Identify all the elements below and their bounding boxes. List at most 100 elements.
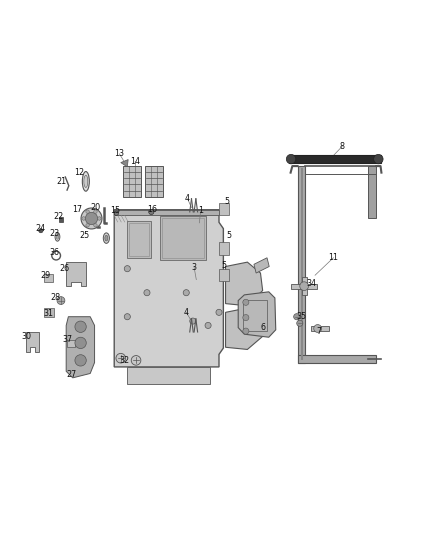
Circle shape bbox=[98, 217, 101, 220]
Text: 11: 11 bbox=[328, 253, 339, 262]
Bar bbox=[219, 203, 229, 215]
Bar bbox=[219, 269, 229, 281]
Text: 21: 21 bbox=[56, 177, 66, 186]
Circle shape bbox=[39, 229, 43, 233]
Bar bbox=[291, 284, 317, 289]
Text: 1: 1 bbox=[198, 206, 203, 215]
Circle shape bbox=[190, 318, 196, 324]
Ellipse shape bbox=[56, 235, 59, 239]
Text: 23: 23 bbox=[49, 229, 59, 238]
Bar bbox=[368, 166, 376, 219]
Text: 31: 31 bbox=[44, 309, 54, 318]
Bar bbox=[162, 219, 204, 258]
Bar bbox=[67, 340, 75, 348]
Text: 7: 7 bbox=[316, 327, 321, 336]
Text: 3: 3 bbox=[191, 263, 197, 272]
Polygon shape bbox=[254, 258, 269, 273]
Text: 27: 27 bbox=[66, 370, 77, 379]
Circle shape bbox=[81, 208, 102, 229]
Circle shape bbox=[94, 210, 97, 213]
Text: 25: 25 bbox=[80, 231, 90, 240]
Bar bbox=[219, 243, 229, 255]
Circle shape bbox=[131, 356, 141, 365]
Circle shape bbox=[75, 321, 86, 333]
Bar bbox=[127, 221, 151, 258]
Circle shape bbox=[82, 217, 85, 220]
Text: 17: 17 bbox=[72, 205, 82, 214]
Circle shape bbox=[124, 265, 131, 272]
Circle shape bbox=[183, 289, 189, 296]
Bar bbox=[301, 277, 307, 295]
Polygon shape bbox=[66, 262, 86, 286]
Text: 5: 5 bbox=[226, 231, 231, 240]
Text: 35: 35 bbox=[296, 312, 306, 321]
Polygon shape bbox=[238, 292, 276, 337]
Text: 29: 29 bbox=[40, 271, 50, 280]
Circle shape bbox=[286, 155, 296, 164]
Circle shape bbox=[243, 314, 249, 321]
Polygon shape bbox=[121, 159, 128, 167]
Ellipse shape bbox=[55, 232, 60, 241]
Circle shape bbox=[297, 320, 303, 326]
Text: 4: 4 bbox=[184, 308, 189, 317]
Circle shape bbox=[205, 322, 211, 328]
Circle shape bbox=[86, 223, 89, 227]
Polygon shape bbox=[66, 317, 95, 378]
Circle shape bbox=[144, 289, 150, 296]
Bar bbox=[289, 155, 381, 163]
Circle shape bbox=[149, 209, 154, 215]
Polygon shape bbox=[114, 210, 223, 367]
Text: 22: 22 bbox=[53, 212, 64, 221]
Circle shape bbox=[243, 328, 249, 334]
Bar bbox=[44, 308, 54, 317]
Bar bbox=[301, 168, 303, 360]
Circle shape bbox=[293, 313, 300, 320]
Bar bbox=[145, 166, 163, 197]
Circle shape bbox=[300, 282, 308, 290]
Bar bbox=[311, 326, 329, 331]
Circle shape bbox=[94, 223, 97, 227]
Circle shape bbox=[374, 155, 383, 164]
Text: 13: 13 bbox=[114, 149, 124, 158]
Polygon shape bbox=[26, 332, 39, 352]
Text: 24: 24 bbox=[35, 223, 45, 232]
Text: 15: 15 bbox=[110, 206, 120, 215]
Text: 34: 34 bbox=[307, 279, 317, 288]
Circle shape bbox=[116, 353, 126, 363]
Polygon shape bbox=[254, 304, 269, 319]
Bar bbox=[59, 217, 63, 222]
Circle shape bbox=[85, 212, 98, 224]
Polygon shape bbox=[114, 210, 219, 215]
Polygon shape bbox=[127, 367, 210, 384]
Text: 5: 5 bbox=[224, 197, 230, 206]
Text: 37: 37 bbox=[62, 335, 72, 344]
Text: 20: 20 bbox=[91, 203, 101, 212]
Text: 8: 8 bbox=[339, 142, 345, 151]
Ellipse shape bbox=[103, 233, 110, 244]
Bar bbox=[130, 223, 149, 256]
Ellipse shape bbox=[84, 175, 88, 188]
Text: 6: 6 bbox=[260, 323, 265, 332]
Polygon shape bbox=[226, 262, 263, 306]
Text: 12: 12 bbox=[74, 168, 85, 177]
Text: 14: 14 bbox=[130, 157, 140, 166]
Bar bbox=[44, 274, 53, 282]
Text: 32: 32 bbox=[119, 356, 129, 365]
Text: 26: 26 bbox=[59, 264, 69, 273]
Ellipse shape bbox=[82, 172, 89, 191]
Bar bbox=[297, 354, 376, 362]
Circle shape bbox=[216, 309, 222, 316]
Circle shape bbox=[114, 211, 119, 215]
Bar bbox=[123, 166, 141, 197]
Text: 28: 28 bbox=[50, 293, 60, 302]
Bar bbox=[160, 216, 206, 260]
Polygon shape bbox=[226, 308, 263, 350]
Circle shape bbox=[75, 337, 86, 349]
Text: 36: 36 bbox=[49, 248, 59, 257]
Text: 4: 4 bbox=[185, 195, 190, 203]
Bar bbox=[297, 166, 305, 362]
Text: 5: 5 bbox=[222, 261, 227, 270]
Circle shape bbox=[86, 210, 89, 213]
Bar bbox=[244, 300, 268, 331]
Ellipse shape bbox=[105, 235, 108, 241]
